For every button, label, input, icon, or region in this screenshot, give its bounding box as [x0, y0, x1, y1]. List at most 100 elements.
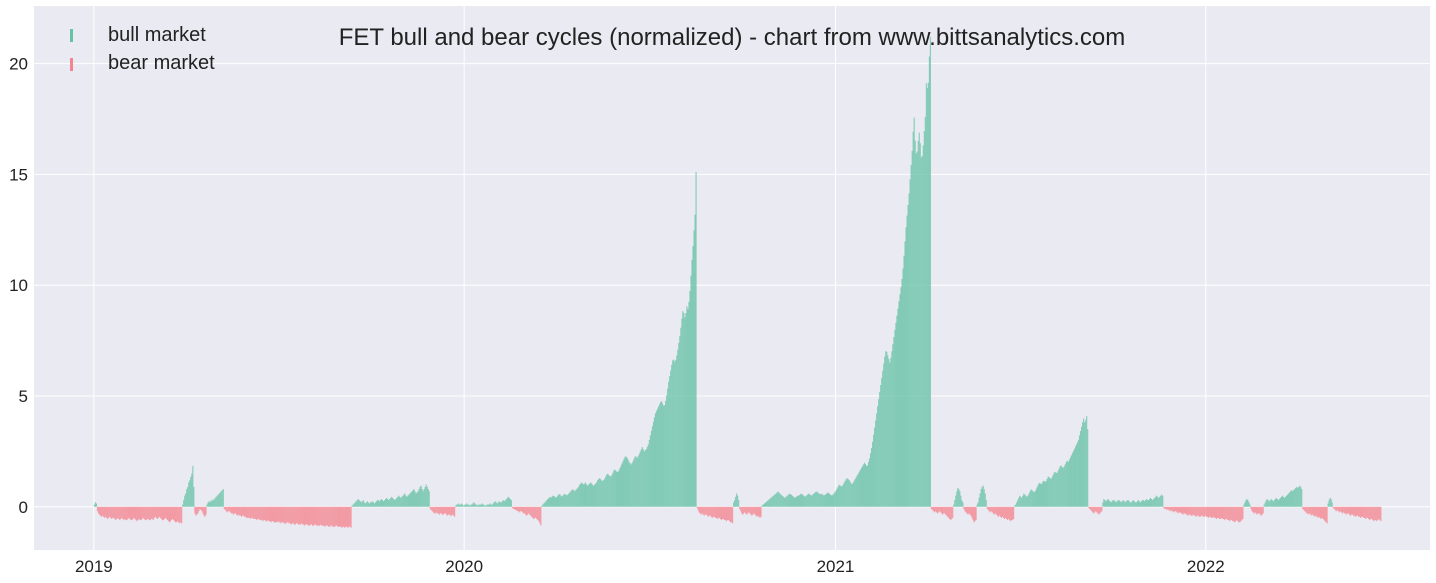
bull-bar: [1042, 481, 1044, 507]
bull-bar: [870, 447, 873, 507]
bull-bar: [93, 504, 96, 507]
bull-bar: [1146, 500, 1149, 507]
bull-bar: [814, 492, 816, 507]
bull-bar: [394, 500, 396, 507]
bull-bar: [404, 493, 406, 507]
bull-bar: [694, 214, 696, 507]
bull-bar: [351, 505, 353, 507]
x-axis-ticks: 2019 2020 2021 2022: [75, 557, 1225, 576]
bull-bar: [1069, 457, 1071, 507]
bear-bar: [163, 506, 166, 519]
bear-bar: [1341, 506, 1343, 514]
bear-bar: [1096, 506, 1098, 513]
bear-bar: [996, 506, 998, 516]
bull-bar: [837, 486, 839, 507]
bear-bar: [1336, 506, 1338, 511]
bear-bar: [1178, 506, 1180, 513]
bear-bar: [104, 506, 106, 518]
bear-bar: [1379, 506, 1381, 521]
y-axis-ticks: 0 5 10 15 20: [9, 55, 28, 517]
bear-bar: [115, 506, 117, 521]
bear-bar: [172, 506, 175, 521]
bear-bar: [197, 506, 199, 514]
bull-bar: [565, 495, 567, 507]
bull-bar: [1066, 460, 1068, 507]
bear-bar: [1172, 506, 1174, 512]
bear-bar: [986, 506, 988, 510]
bear-bar: [942, 506, 944, 515]
bull-bar: [1288, 492, 1291, 507]
bear-bar: [1229, 506, 1231, 522]
bear-bar: [1235, 506, 1237, 522]
bull-bar: [890, 357, 892, 507]
bear-bar: [266, 506, 268, 522]
bear-bar: [177, 506, 179, 522]
bear-bar: [434, 506, 436, 514]
bull-bar: [908, 193, 910, 507]
bull-bar: [1266, 499, 1268, 507]
bull-bar: [846, 478, 848, 507]
bear-bar: [530, 506, 532, 516]
bull-bar: [1114, 501, 1116, 507]
bear-bar: [1361, 506, 1363, 517]
bull-bar: [553, 495, 555, 507]
bear-bar: [113, 506, 115, 518]
bull-bar: [1287, 493, 1290, 507]
bear-bar: [533, 506, 535, 519]
bull-bar: [920, 157, 922, 507]
bear-bar: [181, 506, 183, 524]
bull-bar: [956, 491, 958, 507]
bull-bar: [385, 499, 387, 507]
x-tick-label: 2022: [1187, 557, 1225, 576]
bull-bar: [587, 484, 590, 507]
bull-bar: [686, 306, 688, 507]
bull-bar: [1043, 480, 1045, 507]
bear-bar: [525, 506, 527, 515]
bull-bar: [1058, 468, 1060, 507]
bull-bar: [546, 500, 548, 507]
bull-bar: [922, 145, 924, 507]
bear-bar: [453, 506, 455, 516]
bear-bar: [696, 506, 698, 508]
bear-bar: [267, 506, 269, 521]
bull-bar: [1111, 501, 1113, 507]
bear-bar: [710, 506, 712, 517]
bull-bar: [192, 465, 194, 507]
bull-bar: [737, 495, 739, 507]
bull-bar: [640, 449, 642, 507]
bull-bar: [1268, 501, 1270, 507]
bull-bar: [573, 490, 575, 507]
bull-bar: [422, 491, 424, 507]
bull-bar: [1141, 500, 1144, 507]
bear-bar: [932, 506, 935, 512]
bull-bar: [612, 472, 614, 507]
bull-bar: [668, 381, 670, 507]
bull-bar: [595, 483, 597, 507]
bear-bar: [936, 506, 939, 514]
bull-bar: [1157, 496, 1159, 507]
bull-bar: [927, 82, 929, 507]
bear-bar: [729, 506, 732, 523]
bear-bar: [1234, 506, 1236, 523]
bear-bar: [153, 506, 155, 518]
bear-bar: [745, 506, 747, 514]
bear-bar: [101, 506, 104, 516]
bull-bar: [633, 458, 635, 507]
bull-bar: [419, 486, 421, 507]
bull-bar: [1142, 500, 1145, 507]
bull-bar: [1273, 500, 1275, 507]
bull-bar: [834, 491, 836, 507]
bull-bar: [1050, 478, 1052, 507]
bear-bar: [141, 506, 143, 519]
bull-bar: [766, 501, 768, 507]
bear-bar: [949, 506, 951, 519]
bull-bar: [575, 489, 577, 507]
bear-bar: [270, 506, 272, 523]
bull-bar: [554, 497, 556, 507]
bull-bar: [465, 504, 467, 507]
bear-bar: [432, 506, 434, 513]
bull-bar: [551, 496, 553, 507]
bull-bar: [867, 461, 870, 507]
bear-bar: [1338, 506, 1340, 513]
bear-bar: [143, 506, 145, 519]
